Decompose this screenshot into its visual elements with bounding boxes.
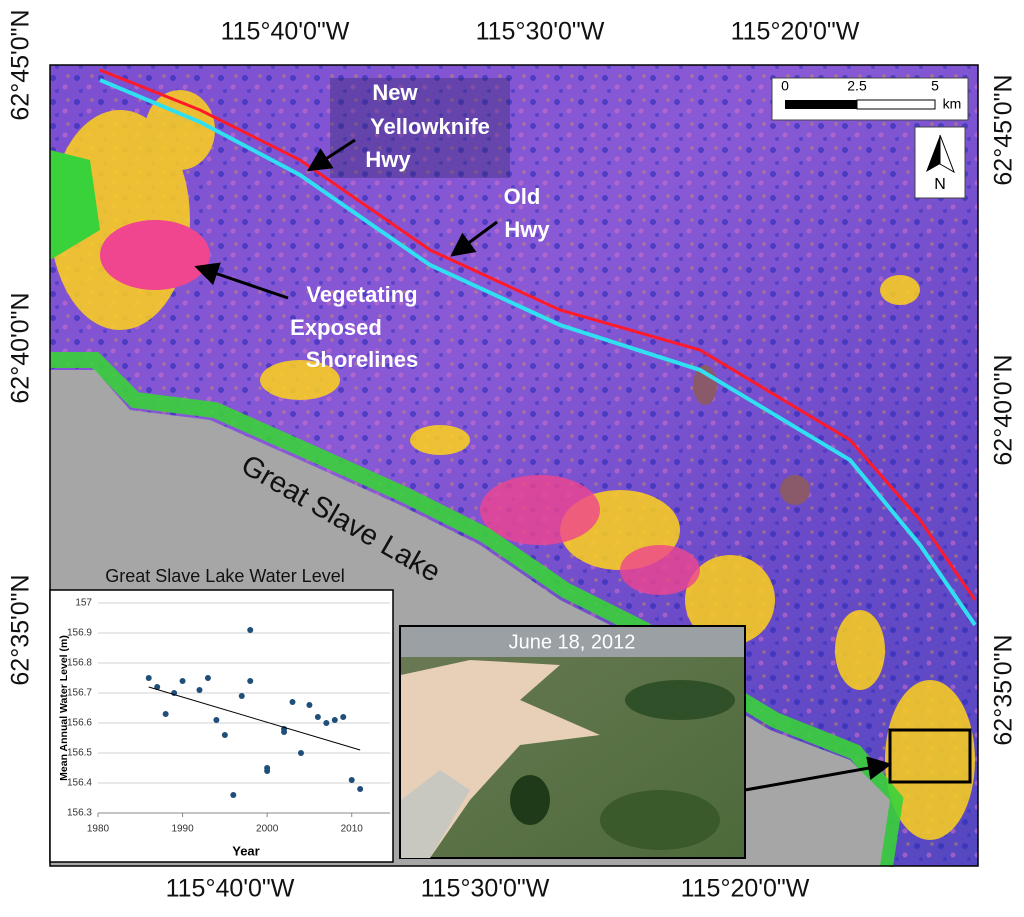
scale-label: 0	[781, 78, 789, 94]
inset-chart: Great Slave Lake Water Level Year Mean A…	[49, 566, 394, 863]
data-point	[289, 699, 296, 705]
latitude-label: 62°40'0"N	[7, 292, 35, 403]
longitude-label: 115°20'0"W	[731, 18, 860, 46]
pond	[780, 475, 810, 505]
annotation: Hwy	[504, 217, 550, 242]
data-point	[145, 675, 152, 681]
data-point	[230, 792, 237, 798]
data-point	[340, 714, 347, 720]
latitude-label: 62°45'0"N	[7, 9, 35, 120]
data-point	[221, 732, 228, 738]
map: New Yellowknife Hwy Old Hwy Vegetating E…	[49, 64, 979, 868]
y-tick-label: 156.8	[67, 658, 92, 669]
data-point	[179, 678, 186, 684]
pink-patch	[100, 220, 210, 290]
new-highway	[99, 68, 977, 601]
longitude-label: 115°40'0"W	[166, 875, 295, 903]
annotation: Old	[504, 184, 541, 209]
data-point	[314, 714, 321, 720]
coordinate-labels: 115°40'0"W 115°30'0"W 115°20'0"W 115°40'0"W…	[7, 9, 1018, 902]
data-point	[297, 750, 304, 756]
chart-title: Great Slave Lake Water Level	[105, 566, 344, 586]
annotation: Exposed	[290, 315, 382, 340]
data-point	[323, 720, 330, 726]
data-point	[162, 711, 169, 717]
annotation: Hwy	[365, 147, 411, 172]
trendline	[148, 686, 361, 751]
x-tick-label: 2000	[256, 824, 279, 835]
pink-patch	[620, 545, 700, 595]
arrow	[194, 262, 289, 300]
highlight-box	[888, 728, 972, 784]
latitude-label: 62°45'0"N	[990, 74, 1018, 185]
photo-caption: June 18, 2012	[509, 631, 636, 653]
old-highway	[99, 78, 977, 627]
north-arrow	[926, 135, 940, 172]
x-tick-label: 2010	[341, 824, 364, 835]
y-axis-label: Mean Annual Water Level (m)	[58, 635, 70, 781]
scale-segment	[785, 100, 857, 109]
longitude-label: 115°40'0"W	[221, 18, 350, 46]
data-point	[331, 717, 338, 723]
photo: June 18, 2012	[399, 625, 746, 859]
green-patch	[50, 150, 100, 260]
scale-label: 2.5	[847, 78, 867, 94]
arrow	[306, 138, 356, 172]
y-tick-label: 156.5	[67, 748, 92, 759]
longitude-label: 115°30'0"W	[421, 875, 550, 903]
latitude-label: 62°35'0"N	[990, 634, 1018, 745]
data-point	[238, 693, 245, 699]
annotation: Vegetating	[306, 282, 417, 307]
latitude-label: 62°40'0"N	[990, 354, 1018, 465]
data-point	[357, 786, 364, 792]
scale-box	[771, 77, 969, 121]
chart-background	[49, 589, 394, 863]
data-point	[306, 702, 313, 708]
pink-patch	[480, 475, 600, 545]
y-tick-label: 157	[75, 598, 92, 609]
data-point	[247, 627, 254, 633]
label-backdrop	[330, 78, 510, 178]
y-tick-label: 156.7	[67, 688, 92, 699]
longitude-label: 115°30'0"W	[476, 18, 605, 46]
data-point	[196, 687, 203, 693]
scale-unit: km	[943, 96, 962, 112]
y-tick-label: 156.6	[67, 718, 92, 729]
data-point	[348, 777, 355, 783]
map-frame	[49, 64, 979, 867]
x-axis-label: Year	[232, 843, 259, 858]
scale-label: 5	[931, 78, 939, 94]
data-point	[264, 768, 271, 774]
scale-segment	[856, 99, 936, 110]
y-tick-label: 156.3	[67, 808, 92, 819]
x-tick-label: 1990	[171, 824, 194, 835]
y-tick-label: 156.4	[67, 778, 92, 789]
data-point	[247, 678, 254, 684]
north-label: N	[934, 176, 946, 193]
arrow	[744, 756, 892, 792]
longitude-label: 115°20'0"W	[681, 875, 810, 903]
annotation: Shorelines	[306, 347, 418, 372]
data-point	[154, 684, 161, 690]
y-tick-label: 156.9	[67, 628, 92, 639]
data-point	[204, 675, 211, 681]
x-tick-label: 1980	[87, 824, 110, 835]
annotation: Yellowknife	[370, 114, 490, 139]
shoreline	[50, 352, 904, 868]
latitude-label: 62°35'0"N	[7, 574, 35, 685]
north-arrow	[939, 134, 955, 174]
arrow	[450, 220, 498, 257]
data-point	[213, 717, 220, 723]
data-point	[281, 729, 288, 735]
annotation: New	[372, 80, 418, 105]
